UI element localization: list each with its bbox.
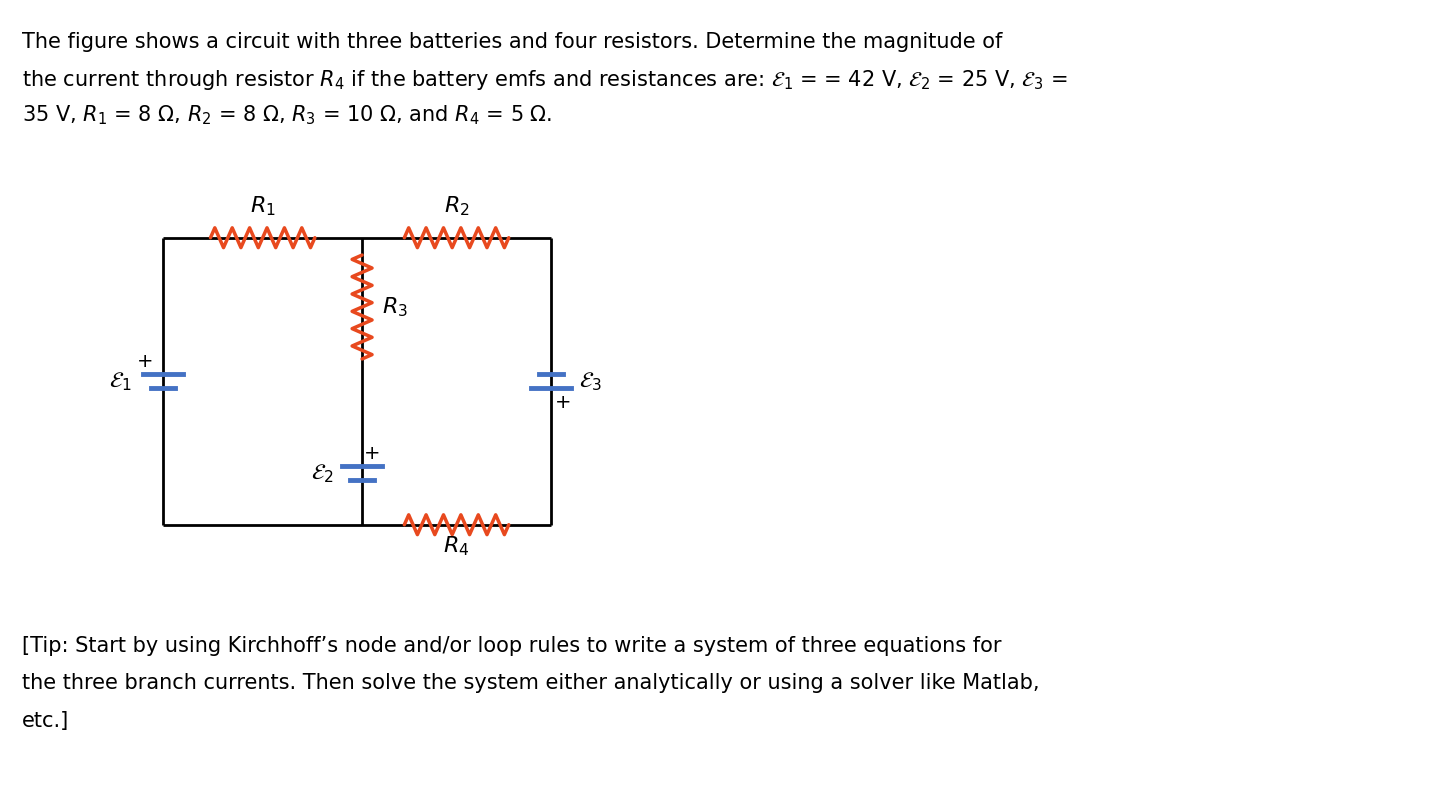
Text: +: +: [137, 352, 154, 371]
Text: [Tip: Start by using Kirchhoff’s node and/or loop rules to write a system of thr: [Tip: Start by using Kirchhoff’s node an…: [22, 636, 1002, 655]
Text: +: +: [555, 393, 571, 413]
Text: $\mathcal{E}_1$: $\mathcal{E}_1$: [108, 370, 131, 393]
Text: $R_1$: $R_1$: [249, 194, 275, 218]
Text: the three branch currents. Then solve the system either analytically or using a : the three branch currents. Then solve th…: [22, 673, 1040, 693]
Text: $R_4$: $R_4$: [443, 534, 470, 559]
Text: the current through resistor $R_4$ if the battery emfs and resistances are: $\ma: the current through resistor $R_4$ if th…: [22, 68, 1067, 92]
Text: $\mathcal{E}_2$: $\mathcal{E}_2$: [311, 462, 335, 484]
Text: $\mathcal{E}_3$: $\mathcal{E}_3$: [578, 370, 601, 393]
Text: $R_3$: $R_3$: [382, 295, 408, 319]
Text: $R_2$: $R_2$: [444, 194, 470, 218]
Text: etc.]: etc.]: [22, 711, 69, 731]
Text: 35 V, $R_1$ = 8 Ω, $R_2$ = 8 Ω, $R_3$ = 10 Ω, and $R_4$ = 5 Ω.: 35 V, $R_1$ = 8 Ω, $R_2$ = 8 Ω, $R_3$ = …: [22, 103, 552, 127]
Text: +: +: [363, 444, 381, 463]
Text: The figure shows a circuit with three batteries and four resistors. Determine th: The figure shows a circuit with three ba…: [22, 32, 1002, 52]
